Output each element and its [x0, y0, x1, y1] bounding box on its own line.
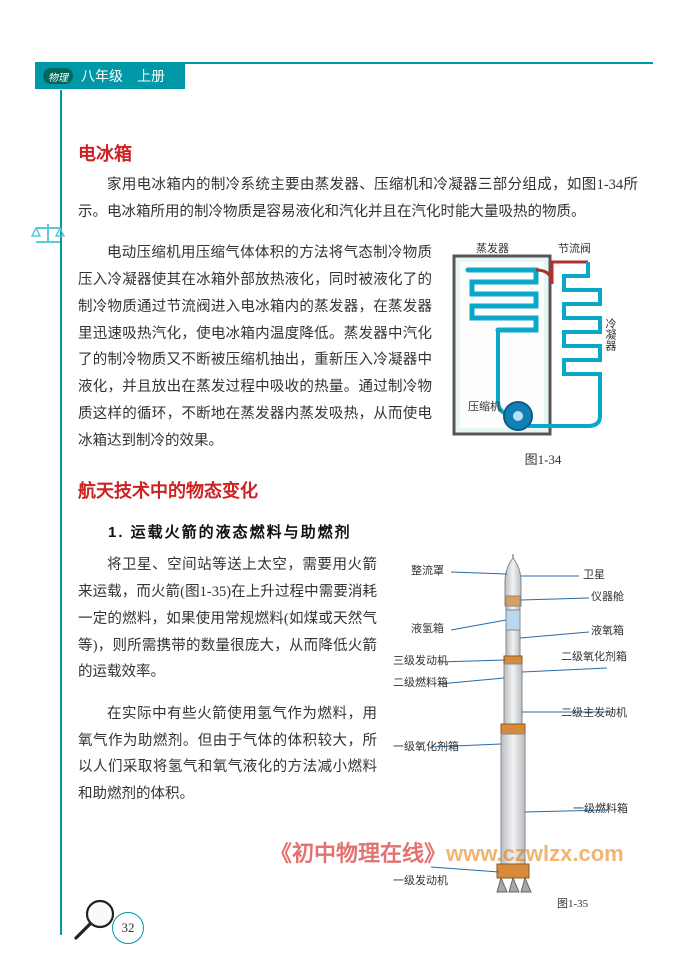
figure-1-34: 蒸发器 节流阀 冷凝器 压缩机 图1-34: [448, 240, 638, 469]
section-title-1: 电冰箱: [78, 140, 638, 166]
label-evaporator: 蒸发器: [476, 241, 509, 255]
label-compressor: 压缩机: [468, 399, 501, 413]
label: 二级主发动机: [561, 705, 627, 719]
label: 一级发动机: [393, 873, 448, 887]
label: 整流罩: [411, 563, 444, 577]
para: 家用电冰箱内的制冷系统主要由蒸发器、压缩机和冷凝器三部分组成，如图1-34所示。…: [78, 172, 638, 226]
label: 液氢箱: [411, 621, 444, 635]
page-number-value: 32: [112, 912, 144, 944]
content: 电冰箱 家用电冰箱内的制冷系统主要由蒸发器、压缩机和冷凝器三部分组成，如图1-3…: [78, 140, 638, 917]
para: 在实际中有些火箭使用氢气作为燃料，用氧气作为助燃剂。但由于气体的体积较大，所以人…: [78, 701, 377, 808]
fig-caption: 图1-34: [448, 449, 638, 468]
label: 二级氧化剂箱: [561, 649, 627, 663]
balance-icon: [28, 220, 68, 248]
fig-caption: 图1-35: [557, 897, 589, 910]
grade-label: 八年级 上册: [81, 66, 165, 86]
para: 电动压缩机用压缩气体体积的方法将气态制冷物质压入冷凝器使其在冰箱外部放热液化，同…: [78, 240, 432, 455]
label: 三级发动机: [393, 653, 448, 667]
subsection-title: 1. 运载火箭的液态燃料与助燃剂: [78, 521, 638, 542]
label: 卫星: [583, 568, 605, 581]
vertical-rule: [60, 90, 62, 935]
label: 二级燃料箱: [393, 675, 448, 689]
label: 仪器舱: [591, 589, 624, 603]
page-header: 物理 八年级 上册: [35, 63, 185, 89]
label: 一级氧化剂箱: [393, 739, 459, 753]
section-title-2: 航天技术中的物态变化: [78, 477, 638, 503]
label-valve: 节流阀: [558, 241, 591, 255]
page-number: 32: [112, 912, 144, 944]
figure-1-35: 整流罩 液氢箱 三级发动机 二级燃料箱 一级氧化剂箱 一级发动机 卫星 仪器舱 …: [393, 552, 638, 917]
label: 一级燃料箱: [573, 801, 628, 815]
label-condenser: 冷凝器: [604, 318, 617, 352]
page: 物理 八年级 上册 电冰箱 家用电冰箱内的制冷系统主要由蒸发器、压缩机和冷凝器三…: [0, 0, 700, 980]
label: 液氧箱: [591, 623, 624, 637]
para: 将卫星、空间站等送上太空，需要用火箭来运载，而火箭(图1-35)在上升过程中需要…: [78, 552, 377, 686]
logo: 物理: [43, 68, 73, 84]
